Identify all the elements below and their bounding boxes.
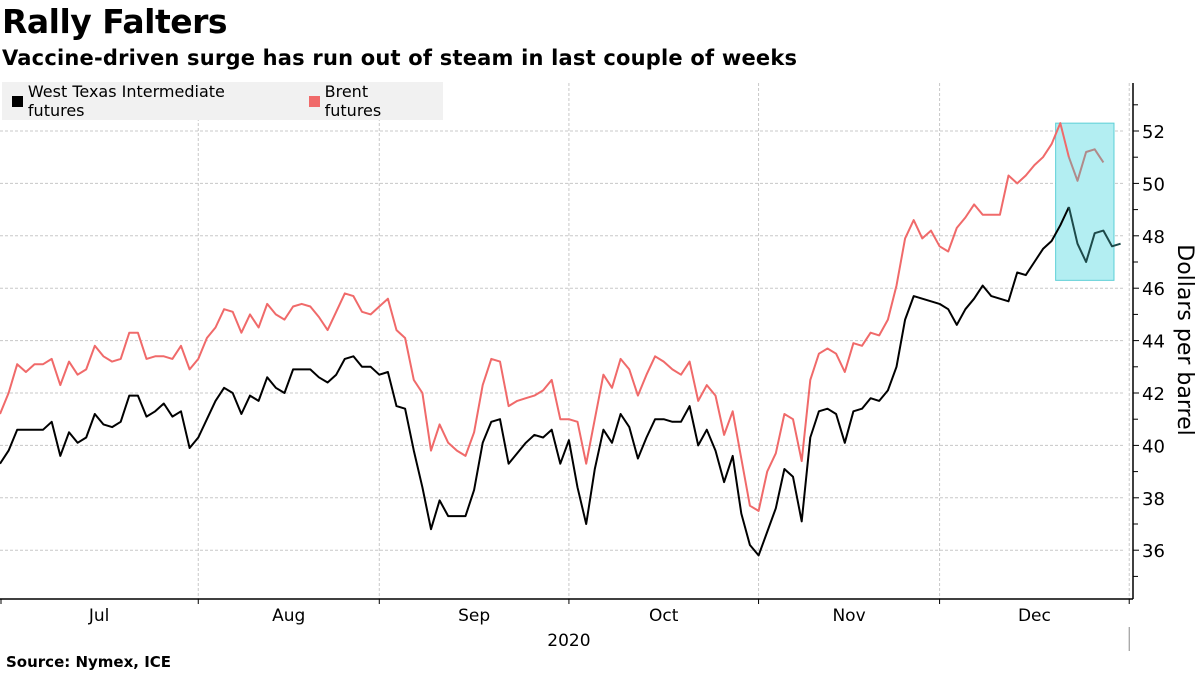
legend: West Texas Intermediate futures Brent fu…	[2, 82, 443, 120]
legend-item-brent[interactable]: Brent futures	[308, 82, 429, 120]
x-tick-label: Jul	[88, 606, 110, 626]
y-tick-label: 44	[1142, 332, 1165, 353]
y-axis-title: Dollars per barrel	[1172, 244, 1197, 435]
highlight-region	[1055, 122, 1115, 281]
legend-swatch-wti	[12, 95, 23, 107]
chart-subtitle: Vaccine-driven surge has run out of stea…	[2, 46, 798, 70]
gridlines	[0, 83, 1130, 599]
x-tick-label: Sep	[458, 606, 490, 626]
legend-label-brent: Brent futures	[324, 82, 382, 120]
highlight-box	[1055, 122, 1115, 281]
legend-swatch-brent	[308, 95, 320, 107]
y-tick-label: 42	[1142, 384, 1165, 405]
chart-title: Rally Falters	[2, 2, 228, 41]
source-note: Source: Nymex, ICE	[6, 653, 172, 671]
series-line-wti	[0, 206, 1070, 557]
legend-label-wti: West Texas Intermediate futures	[27, 82, 225, 120]
x-year-label: 2020	[547, 631, 590, 651]
y-tick-label: 48	[1142, 227, 1165, 248]
series-lines	[0, 122, 1121, 557]
y-tick-label: 52	[1142, 122, 1165, 143]
series-line-highlighted-wti	[1067, 206, 1121, 263]
y-tick-label: 46	[1142, 279, 1165, 300]
x-tick-label: Oct	[649, 606, 679, 626]
axes: 36 38 40 42 44 46 48 50 52 Dollars per barrel Jul A…	[0, 83, 1197, 651]
y-tick-label: 38	[1142, 489, 1165, 510]
series-line-highlighted-brent	[1067, 148, 1105, 182]
y-tick-label: 36	[1142, 541, 1165, 562]
y-tick-label: 40	[1142, 436, 1165, 457]
x-tick-label: Aug	[272, 606, 305, 626]
y-tick-label: 50	[1142, 174, 1165, 195]
series-line-brent	[0, 122, 1070, 512]
x-tick-label: Dec	[1018, 606, 1051, 626]
x-tick-label: Nov	[832, 606, 865, 626]
legend-item-wti[interactable]: West Texas Intermediate futures	[12, 82, 285, 120]
